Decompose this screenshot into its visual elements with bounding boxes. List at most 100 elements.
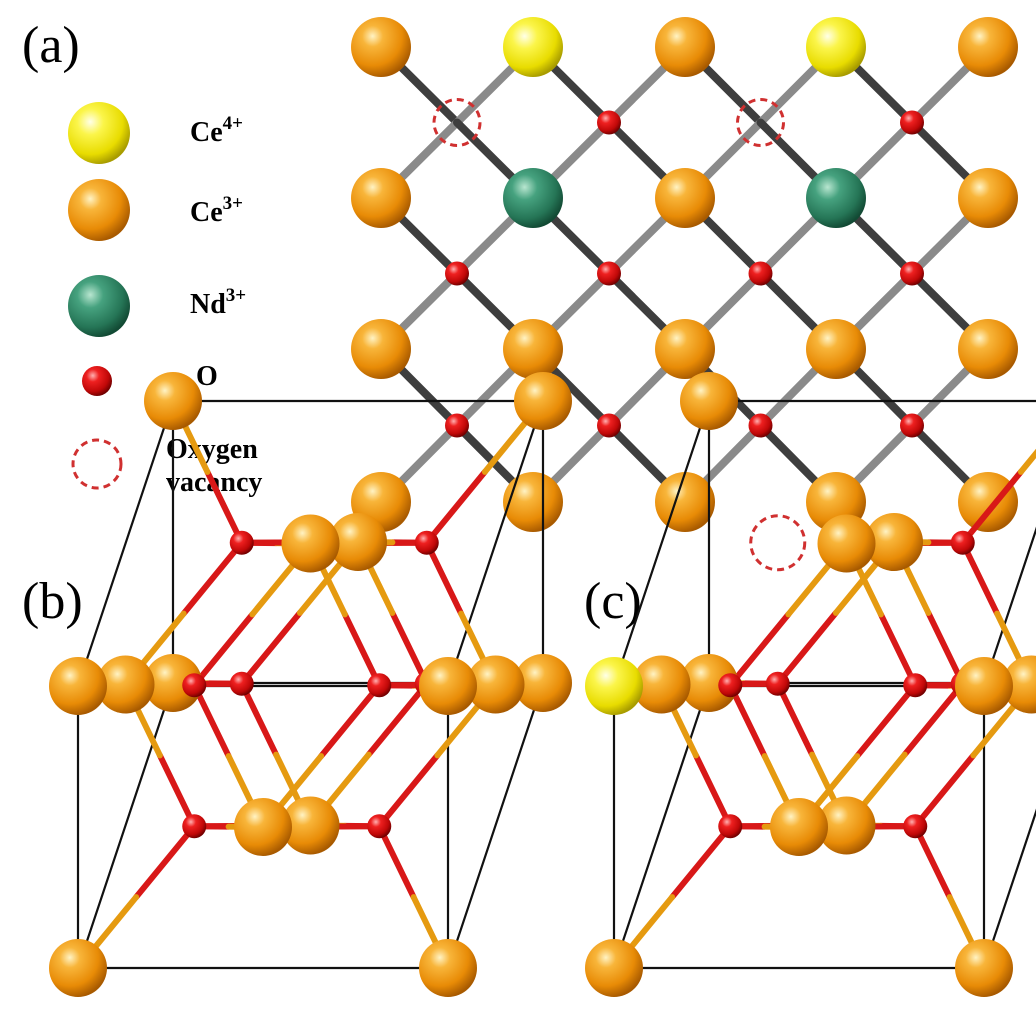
oxygen-vacancy-icon [432,98,482,147]
metal-oxygen-bond [774,680,816,758]
legend-ce3-sup: 3+ [223,193,243,214]
panel-c-atoms [585,372,1036,997]
metal-oxygen-bond [727,682,768,760]
ce3-atom [1002,655,1036,714]
oxygen-atom [900,261,924,286]
ce3-atom [466,655,525,714]
oxygen-atom [597,413,621,438]
metal-oxygen-bond [1017,448,1036,475]
legend-nd3-label: Nd3+ [190,285,246,320]
oxygen-atom [718,673,743,698]
ce3-atom [503,472,563,532]
ce3-atom [680,372,738,430]
metal-oxygen-bond [133,823,198,901]
metal-oxygen-bond [901,680,966,758]
panel-a-bonds [377,43,992,506]
oxygen-atom [765,671,790,696]
ce3-atom [817,514,876,573]
metal-oxygen-bond [180,539,245,617]
metal-oxygen-bond [191,682,232,760]
ce4-atom [585,657,643,715]
metal-oxygen-bond [389,609,430,687]
ce3-atom [514,372,572,430]
oxygen-atom [597,261,621,286]
oxygen-atom [900,110,924,135]
panel-label-a: (a) [22,17,80,74]
ce3-atom [49,939,107,997]
ce3-atom [585,939,643,997]
oxygen-vacancy-icon [736,98,785,147]
oxygen-atom [900,413,924,438]
legend-nd3-sup: 3+ [226,285,246,306]
ce3-atom [503,319,563,379]
ce3-atom [351,168,411,228]
metal-oxygen-bond [376,823,417,901]
oxygen-atom [182,673,207,698]
metal-oxygen-bond [912,823,953,901]
oxygen-atom [445,413,469,438]
ce3-atom [281,514,340,573]
metal-oxygen-bond [423,539,465,617]
ce3-atom [770,798,828,856]
legend-ce3-base: Ce [190,197,223,228]
legend-nd3-sphere [68,275,130,337]
legend-ce4-sup: 4+ [223,113,243,134]
legend-ce4-base: Ce [190,117,223,148]
cell-edge [76,681,175,970]
ce3-atom [632,655,691,714]
panel-label-b: (b) [22,573,83,630]
legend-o-label: O [196,361,218,392]
metal-oxygen-bond [191,611,256,689]
metal-oxygen-bond [925,609,966,687]
legend: Ce4+ Ce3+ Nd3+ O Oxygen vacancy [68,102,262,498]
panel-b-atoms [49,372,572,997]
ce3-atom [49,657,107,715]
metal-oxygen-bond [318,682,383,760]
ce3-atom [958,319,1018,379]
metal-oxygen-bond [692,752,734,830]
ce3-atom [958,472,1018,532]
cell-edge [612,681,711,970]
legend-o-sphere [82,366,112,396]
oxygen-atom [718,814,743,839]
oxygen-atom [367,814,392,839]
metal-oxygen-bond [341,611,383,689]
ce3-atom [680,654,738,712]
metal-oxygen-bond [854,682,919,760]
ce3-atom [419,939,477,997]
ce3-atom [655,472,715,532]
metal-oxygen-bond [204,468,245,546]
nd3-atom [503,168,563,228]
nd3-atom [806,168,866,228]
oxygen-vacancy-icon [749,514,807,572]
legend-vacancy-line1: Oxygen [166,434,258,465]
oxygen-atom [414,530,439,555]
ce3-atom [234,798,292,856]
ce3-atom [865,513,923,571]
metal-oxygen-bond [959,539,1001,617]
legend-ce3-sphere [68,179,130,241]
metal-oxygen-bond [156,752,198,830]
oxygen-atom [229,671,254,696]
oxygen-atom [903,673,928,698]
legend-ce4-label: Ce4+ [190,113,243,148]
metal-oxygen-bond [365,680,430,758]
ce3-atom [351,17,411,77]
panel-label-c: (c) [584,573,642,630]
ce3-atom [806,319,866,379]
oxygen-atom [748,261,773,286]
cell-edge [446,681,545,970]
panel-a-atoms [351,17,1018,532]
oxygen-atom [182,814,207,839]
ce3-atom [655,17,715,77]
oxygen-atom [950,530,975,555]
panel-a-lattice [351,17,1018,532]
panel-b-unit-cell [49,372,572,997]
ce3-atom [958,168,1018,228]
oxygen-atom [229,530,254,555]
oxygen-atom [748,413,773,438]
ce3-atom [955,657,1013,715]
cell-edge [76,399,175,688]
metal-oxygen-bond [877,611,919,689]
